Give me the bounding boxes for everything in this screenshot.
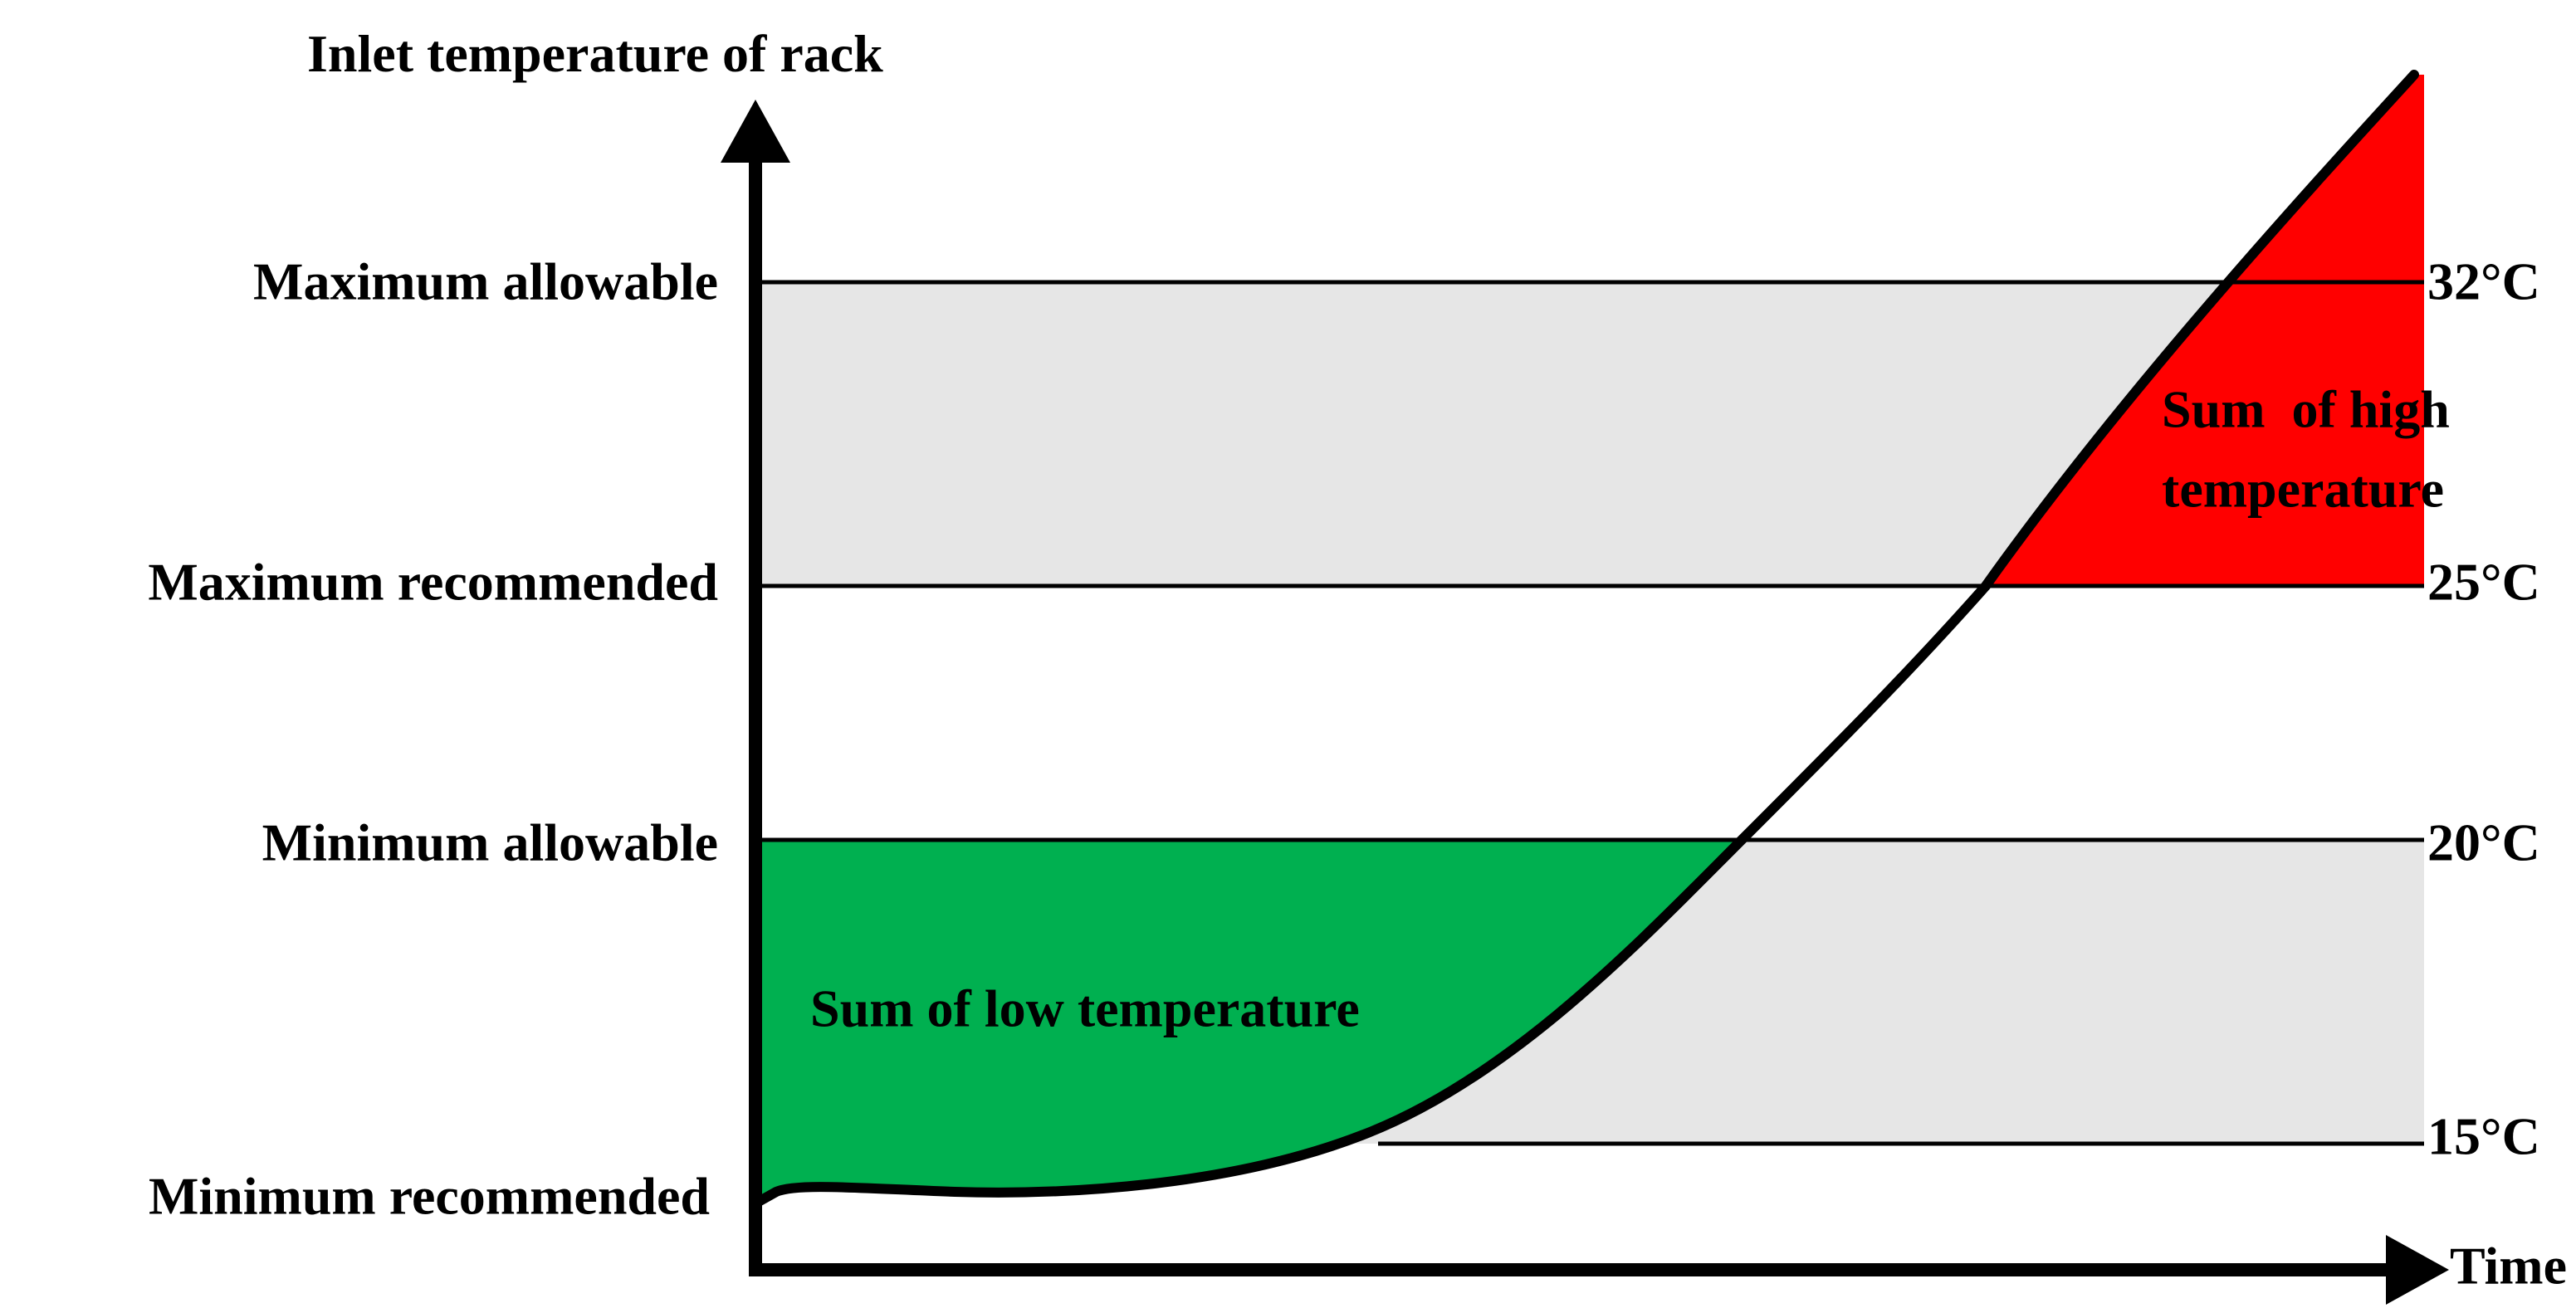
- y-axis-arrowhead: [721, 100, 790, 163]
- low-temperature-region: [755, 840, 1742, 1203]
- temperature-curve: [750, 70, 2419, 1208]
- label-25c: 25°C: [2427, 553, 2540, 612]
- high-temperature-region: [1986, 75, 2424, 586]
- high-temperature-sum-label-line1: Sum of high: [2162, 380, 2450, 439]
- label-32c: 32°C: [2427, 252, 2540, 311]
- label-maximum-allowable: Maximum allowable: [253, 252, 718, 311]
- label-maximum-recommended: Maximum recommended: [148, 553, 718, 612]
- high-temperature-sum-label-line2: temperature: [2162, 460, 2444, 519]
- label-15c: 15°C: [2427, 1107, 2540, 1166]
- low-temperature-sum-label: Sum of low temperature: [810, 979, 1360, 1038]
- label-20c: 20°C: [2427, 813, 2540, 872]
- x-axis-arrowhead: [2386, 1235, 2449, 1305]
- label-minimum-allowable: Minimum allowable: [262, 813, 718, 872]
- y-axis-title: Inlet temperature of rack: [307, 24, 883, 83]
- label-minimum-recommended: Minimum recommended: [149, 1167, 710, 1226]
- x-axis-title: Time: [2450, 1237, 2567, 1296]
